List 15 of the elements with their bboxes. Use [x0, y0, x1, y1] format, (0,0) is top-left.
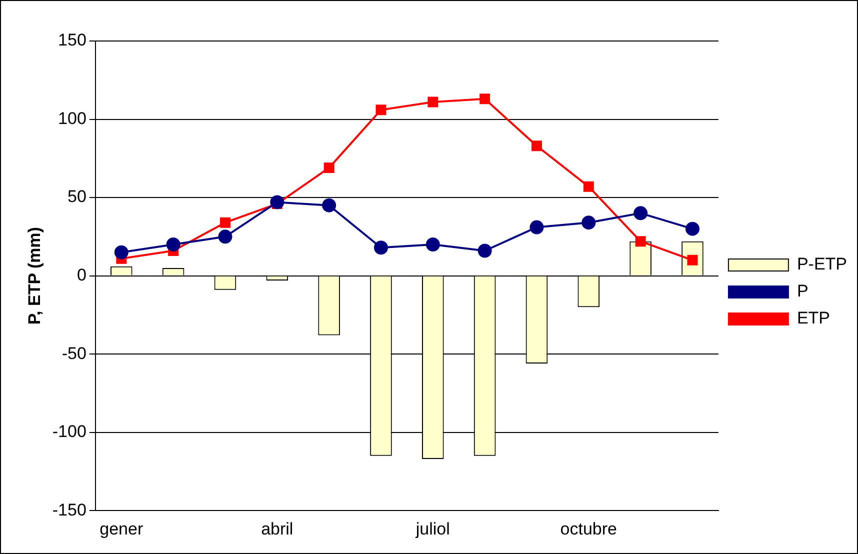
y-tick-label: 150 [58, 30, 86, 50]
y-tick-label: 0 [76, 265, 86, 284]
x-tick-label: abril [261, 519, 294, 538]
y-axis-title: P, ETP (mm) [24, 226, 44, 325]
y-tick-label: -100 [52, 422, 86, 442]
x-tick-label: octubre [560, 519, 617, 538]
y-tick-label: -50 [62, 344, 86, 363]
legend-label: P [796, 282, 808, 301]
x-tick-label: juliol [414, 519, 450, 538]
legend-label: P-ETP [796, 254, 847, 274]
y-tick-label: 100 [58, 108, 86, 128]
legend-label: ETP [796, 308, 830, 328]
x-tick-label: gener [100, 519, 144, 538]
y-tick-label: -150 [52, 500, 86, 520]
y-tick-label: 50 [68, 187, 86, 206]
